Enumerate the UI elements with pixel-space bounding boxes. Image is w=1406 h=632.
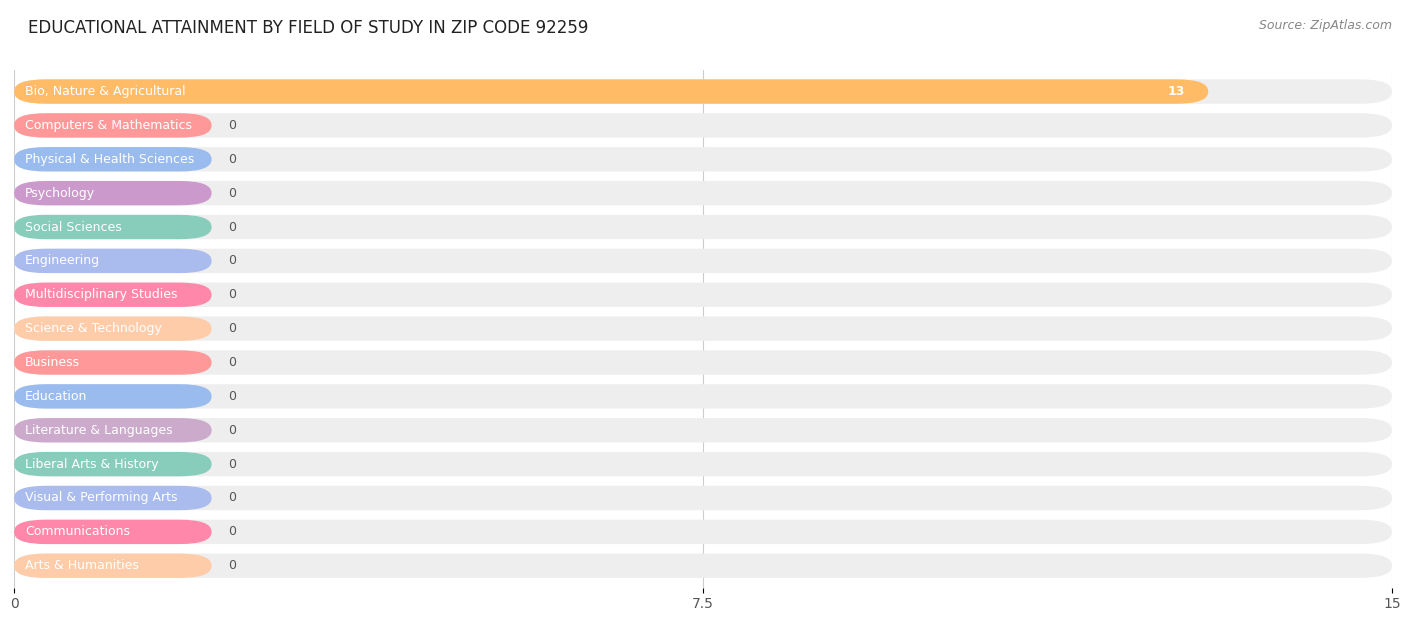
Text: Source: ZipAtlas.com: Source: ZipAtlas.com — [1258, 19, 1392, 32]
Text: Literature & Languages: Literature & Languages — [25, 423, 173, 437]
Text: Psychology: Psychology — [25, 186, 96, 200]
FancyBboxPatch shape — [14, 317, 1392, 341]
Text: 0: 0 — [228, 255, 236, 267]
FancyBboxPatch shape — [14, 113, 1392, 138]
Text: 13: 13 — [1168, 85, 1185, 98]
Text: Physical & Health Sciences: Physical & Health Sciences — [25, 153, 194, 166]
FancyBboxPatch shape — [14, 147, 1392, 171]
FancyBboxPatch shape — [14, 384, 1392, 408]
Text: Education: Education — [25, 390, 87, 403]
Text: 0: 0 — [228, 221, 236, 234]
Text: 0: 0 — [228, 153, 236, 166]
Text: 0: 0 — [228, 186, 236, 200]
Text: Visual & Performing Arts: Visual & Performing Arts — [25, 492, 177, 504]
FancyBboxPatch shape — [14, 215, 1392, 240]
Text: Arts & Humanities: Arts & Humanities — [25, 559, 139, 572]
Text: 0: 0 — [228, 458, 236, 471]
FancyBboxPatch shape — [14, 80, 1392, 104]
FancyBboxPatch shape — [14, 486, 211, 510]
Text: 0: 0 — [228, 356, 236, 369]
FancyBboxPatch shape — [14, 80, 1208, 104]
FancyBboxPatch shape — [14, 486, 1392, 510]
FancyBboxPatch shape — [14, 554, 1392, 578]
Text: 0: 0 — [228, 492, 236, 504]
Text: Computers & Mathematics: Computers & Mathematics — [25, 119, 193, 132]
Text: 0: 0 — [228, 322, 236, 335]
Text: 0: 0 — [228, 288, 236, 301]
FancyBboxPatch shape — [14, 520, 211, 544]
FancyBboxPatch shape — [14, 215, 211, 240]
FancyBboxPatch shape — [14, 147, 211, 171]
Text: 0: 0 — [228, 525, 236, 538]
FancyBboxPatch shape — [14, 350, 1392, 375]
Text: 0: 0 — [228, 423, 236, 437]
FancyBboxPatch shape — [14, 249, 1392, 273]
Text: 0: 0 — [228, 390, 236, 403]
Text: Engineering: Engineering — [25, 255, 100, 267]
Text: Multidisciplinary Studies: Multidisciplinary Studies — [25, 288, 177, 301]
FancyBboxPatch shape — [14, 554, 211, 578]
FancyBboxPatch shape — [14, 181, 211, 205]
FancyBboxPatch shape — [14, 452, 211, 477]
Text: Communications: Communications — [25, 525, 131, 538]
FancyBboxPatch shape — [14, 249, 211, 273]
Text: Business: Business — [25, 356, 80, 369]
FancyBboxPatch shape — [14, 350, 211, 375]
FancyBboxPatch shape — [14, 283, 1392, 307]
Text: Bio, Nature & Agricultural: Bio, Nature & Agricultural — [25, 85, 186, 98]
FancyBboxPatch shape — [14, 418, 211, 442]
Text: 0: 0 — [228, 119, 236, 132]
FancyBboxPatch shape — [14, 384, 211, 408]
Text: EDUCATIONAL ATTAINMENT BY FIELD OF STUDY IN ZIP CODE 92259: EDUCATIONAL ATTAINMENT BY FIELD OF STUDY… — [28, 19, 589, 37]
Text: Science & Technology: Science & Technology — [25, 322, 162, 335]
Text: Social Sciences: Social Sciences — [25, 221, 122, 234]
FancyBboxPatch shape — [14, 181, 1392, 205]
FancyBboxPatch shape — [14, 113, 211, 138]
FancyBboxPatch shape — [14, 520, 1392, 544]
Text: Liberal Arts & History: Liberal Arts & History — [25, 458, 159, 471]
FancyBboxPatch shape — [14, 317, 211, 341]
FancyBboxPatch shape — [14, 418, 1392, 442]
FancyBboxPatch shape — [14, 283, 211, 307]
FancyBboxPatch shape — [14, 452, 1392, 477]
Text: 0: 0 — [228, 559, 236, 572]
